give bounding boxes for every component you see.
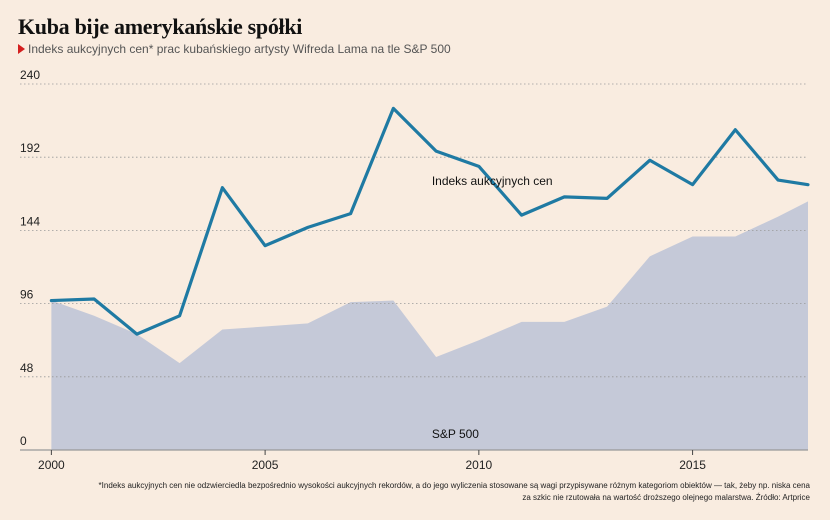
- x-tick-label: 2005: [252, 458, 279, 472]
- x-tick-label: 2010: [465, 458, 492, 472]
- chart-subtitle: Indeks aukcyjnych cen* prac kubańskiego …: [18, 42, 451, 56]
- chart-area: 0 48 96 144 192 240 2000 2005 2010 2015 Indeks auk…: [20, 68, 810, 472]
- y-tick-label: 0: [20, 434, 27, 448]
- footnote-line-1: *Indeks aukcyjnych cen nie odzwierciedla…: [98, 481, 810, 490]
- series-label-sp500: S&P 500: [432, 427, 479, 441]
- subtitle-text: Indeks aukcyjnych cen* prac kubańskiego …: [28, 42, 451, 56]
- x-tick-label: 2015: [679, 458, 706, 472]
- y-tick-label: 240: [20, 68, 40, 82]
- subtitle-marker-icon: [18, 44, 25, 54]
- x-tick-label: 2000: [38, 458, 65, 472]
- art-index-line: [49, 106, 810, 336]
- y-tick-label: 144: [20, 214, 40, 228]
- footnote-line-2: za szkic nie rzutowała na wartość droższ…: [522, 493, 810, 502]
- chart-title: Kuba bije amerykańskie spółki: [18, 14, 303, 39]
- series-label-art-index: Indeks aukcyjnych cen: [432, 174, 553, 188]
- y-tick-label: 96: [20, 288, 34, 302]
- footnote: *Indeks aukcyjnych cen nie odzwierciedla…: [30, 480, 810, 504]
- y-tick-label: 192: [20, 141, 40, 155]
- y-tick-label: 48: [20, 361, 34, 375]
- sp500-area: [51, 201, 808, 450]
